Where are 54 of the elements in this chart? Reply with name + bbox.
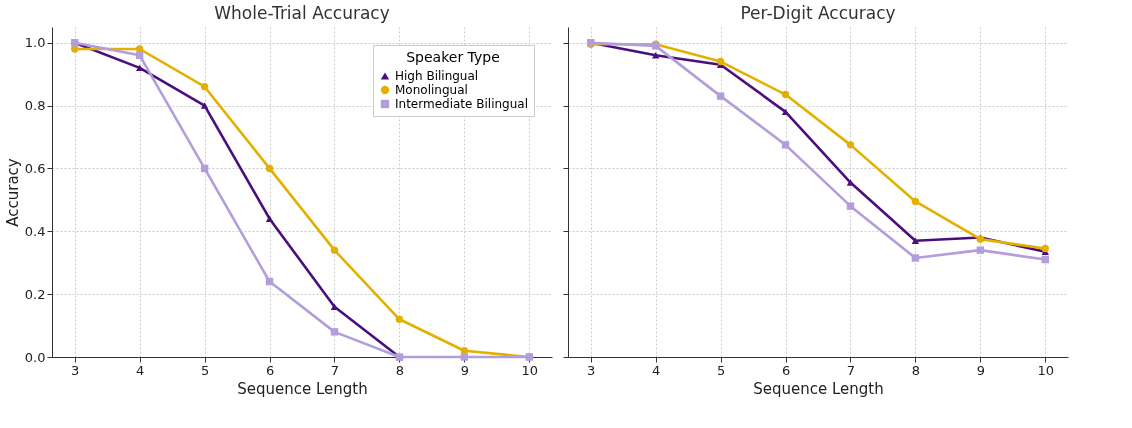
y-tick-label: 0.6: [24, 160, 46, 176]
x-tick-label: 4: [136, 362, 145, 378]
point: [781, 141, 790, 149]
x-tick-label: 6: [265, 362, 275, 378]
point: [781, 90, 790, 99]
point: [846, 141, 855, 149]
point: [71, 45, 79, 53]
point: [781, 108, 790, 116]
y-tick-label: 0.0: [24, 349, 46, 365]
chart-title: Per-Digit Accuracy: [740, 3, 896, 23]
point: [265, 164, 274, 173]
point: [976, 246, 985, 254]
point: [200, 102, 209, 109]
y-tick-label: 0.4: [24, 223, 46, 239]
x-tick-label: 9: [460, 362, 469, 378]
x-tick-label: 10: [1037, 362, 1055, 378]
point: [395, 315, 404, 323]
point: [265, 215, 274, 222]
x-tick-label: 9: [976, 362, 985, 378]
x-tick-label: 7: [846, 362, 856, 378]
point: [330, 246, 339, 254]
point: [1041, 244, 1049, 253]
x-tick-label: 5: [716, 362, 726, 378]
point: [911, 237, 920, 244]
x-axis-title: Sequence Length: [237, 379, 368, 398]
x-tick-label: 7: [330, 362, 340, 378]
x-tick-label: 6: [781, 362, 791, 378]
point: [330, 328, 339, 336]
point: [200, 83, 209, 91]
legend-label: High Bilingual: [395, 69, 479, 83]
point: [135, 64, 144, 72]
y-tick-label: 1.0: [24, 35, 46, 51]
chart-title: Whole-Trial Accuracy: [214, 3, 390, 23]
x-tick-label: 5: [200, 362, 210, 378]
point: [716, 92, 725, 100]
legend-label: Intermediate Bilingual: [395, 97, 528, 111]
y-tick-label: 0.8: [24, 98, 46, 114]
y-axis-title: Accuracy: [3, 158, 22, 227]
x-axis-title: Sequence Length: [753, 379, 884, 398]
point: [460, 353, 469, 361]
x-tick-label: 8: [395, 362, 405, 378]
y-tick-label: 0.2: [24, 286, 46, 302]
x-tick-label: 3: [587, 362, 596, 378]
point: [716, 57, 725, 66]
x-tick-label: 10: [521, 362, 539, 378]
legend-title: Speaker Type: [406, 49, 500, 65]
x-tick-label: 3: [71, 362, 80, 378]
point: [135, 45, 144, 53]
point: [846, 202, 855, 210]
point: [911, 254, 920, 262]
point: [911, 197, 920, 206]
x-tick-label: 8: [911, 362, 921, 378]
legend-label: Monolingual: [395, 83, 468, 97]
x-tick-label: 4: [652, 362, 661, 378]
